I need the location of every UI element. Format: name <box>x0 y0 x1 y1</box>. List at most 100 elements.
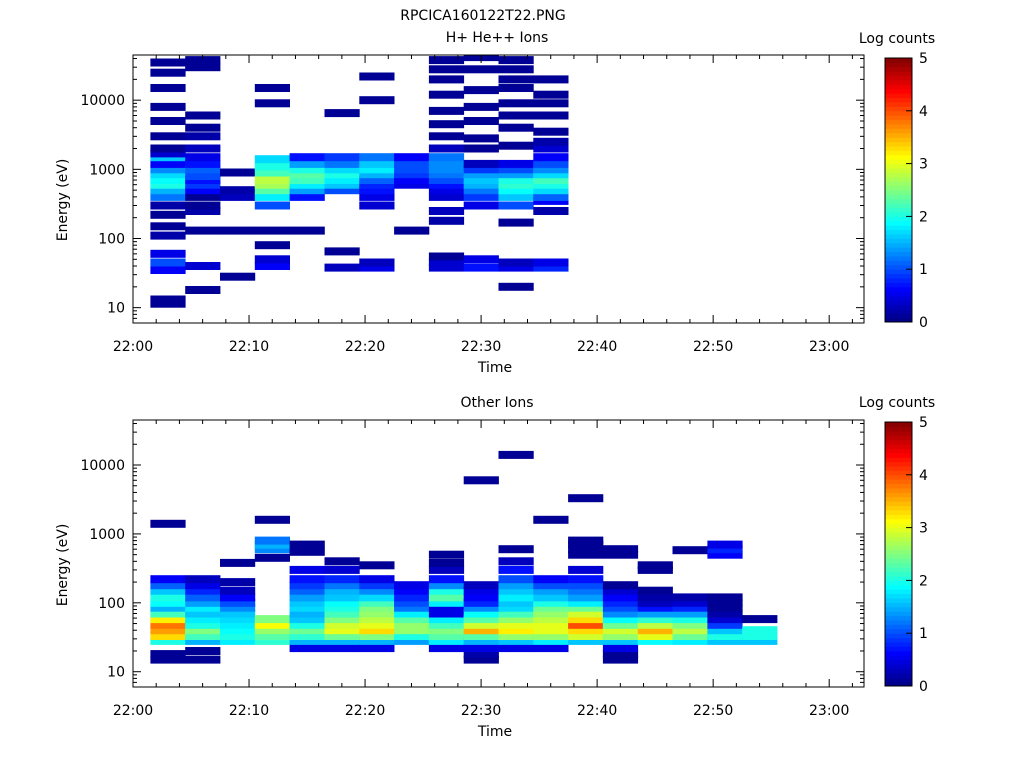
heatmap-cell <box>498 615 534 624</box>
heatmap-cell <box>568 565 604 574</box>
heatmap-cell <box>533 165 569 174</box>
heatmap-cell <box>428 593 465 602</box>
colorbar-segment <box>885 242 912 248</box>
heatmap-cell <box>428 165 465 174</box>
heatmap-cell <box>185 192 221 201</box>
colorbar-segment <box>885 642 912 647</box>
heatmap-cell <box>185 603 221 612</box>
heatmap-cell <box>324 593 360 602</box>
heatmap-cell <box>533 263 569 272</box>
heatmap-cell <box>428 603 465 612</box>
colorbar-label: Log counts <box>859 31 935 47</box>
heatmap-cell <box>220 609 256 618</box>
heatmap-cell <box>602 581 639 590</box>
heatmap-cell <box>463 255 499 264</box>
heatmap-cell <box>394 598 430 607</box>
heatmap-cell <box>220 626 256 635</box>
heatmap-cell <box>498 609 534 618</box>
heatmap-cell <box>324 615 360 624</box>
heatmap-cell <box>289 609 325 618</box>
heatmap-cell <box>498 636 534 645</box>
heatmap-cell <box>602 603 639 612</box>
colorbar-segment <box>885 672 912 678</box>
colorbar-segment <box>885 677 912 683</box>
heatmap-cell <box>289 176 325 184</box>
heatmap-cell <box>150 132 186 141</box>
colorbar-segment <box>885 115 912 121</box>
heatmap-cell <box>498 620 534 629</box>
heatmap-cell <box>428 609 465 618</box>
colorbar-tick-label: 1 <box>919 626 928 642</box>
heatmap-cell <box>602 620 639 629</box>
heatmap-cell <box>324 557 360 566</box>
colorbar-segment <box>885 461 912 467</box>
heatmap-cell <box>185 153 221 162</box>
heatmap-cell <box>637 609 673 618</box>
colorbar-segment <box>885 452 912 458</box>
colorbar-segment <box>885 102 912 107</box>
heatmap-cell <box>533 515 569 524</box>
heatmap-cell <box>150 117 186 125</box>
heatmap-cell <box>463 603 499 612</box>
colorbar-segment <box>885 128 912 134</box>
colorbar-segment <box>885 234 912 239</box>
heatmap-cell <box>533 644 569 653</box>
colorbar-segment <box>885 295 912 301</box>
heatmap-cell <box>324 586 360 595</box>
panel-title: H+ He++ Ions <box>446 30 549 46</box>
heatmap-cell <box>254 262 290 270</box>
heatmap-cell <box>428 565 465 574</box>
colorbar-segment <box>885 75 912 81</box>
heatmap-cell <box>150 68 186 77</box>
heatmap-cell <box>428 598 465 607</box>
colorbar-tick-label: 5 <box>919 415 928 431</box>
heatmap-cell <box>637 626 673 635</box>
heatmap-cell <box>289 159 325 168</box>
heatmap-cell <box>394 180 430 189</box>
colorbar-tick-label: 4 <box>919 468 928 484</box>
heatmap-cell <box>150 598 186 607</box>
heatmap-cell <box>324 644 360 653</box>
heatmap-cell <box>568 626 604 635</box>
heatmap-cell <box>463 176 499 184</box>
colorbar-segment <box>885 558 912 564</box>
heatmap-cell <box>150 632 186 640</box>
heatmap-cell <box>185 180 221 189</box>
heatmap-cell <box>254 632 290 640</box>
heatmap-cell <box>672 620 708 629</box>
colorbar-segment <box>885 247 912 253</box>
colorbar-segment <box>885 540 912 546</box>
colorbar-segment <box>885 514 912 520</box>
heatmap-cell <box>428 620 465 629</box>
heatmap-cell <box>602 644 639 653</box>
heatmap-cell <box>359 603 395 612</box>
colorbar-segment <box>885 470 912 476</box>
heatmap-cell <box>498 201 534 210</box>
x-tick-label: 23:00 <box>809 703 849 719</box>
heatmap-cell <box>463 644 499 653</box>
heatmap-cell <box>428 632 465 640</box>
heatmap-cell <box>394 226 430 235</box>
colorbar-tick-label: 5 <box>919 51 928 67</box>
heatmap-cell <box>394 165 430 174</box>
colorbar-segment <box>885 628 912 634</box>
heatmap-cell <box>568 545 604 554</box>
heatmap-cell <box>359 258 395 267</box>
heatmap-cell <box>498 450 534 459</box>
heatmap-cell <box>498 593 534 602</box>
heatmap-cell <box>324 186 360 195</box>
colorbar-segment <box>885 659 912 665</box>
colorbar-segment <box>885 611 912 617</box>
heatmap-cell <box>254 176 290 184</box>
heatmap-cell <box>428 144 465 153</box>
colorbar-segment <box>885 300 912 305</box>
heatmap-cell <box>602 609 639 618</box>
heatmap-cell <box>533 207 569 215</box>
heatmap-cell <box>220 598 256 607</box>
heatmap-cell <box>498 170 534 179</box>
heatmap-cell <box>289 180 325 189</box>
heatmap-cell <box>463 159 499 168</box>
heatmap-cell <box>463 192 499 201</box>
heatmap-cell <box>463 117 499 125</box>
heatmap-cell <box>289 632 325 640</box>
